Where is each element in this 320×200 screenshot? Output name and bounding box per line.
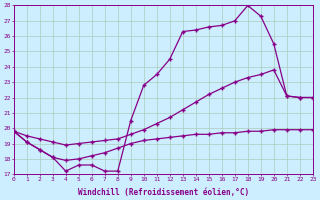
X-axis label: Windchill (Refroidissement éolien,°C): Windchill (Refroidissement éolien,°C) (78, 188, 249, 197)
